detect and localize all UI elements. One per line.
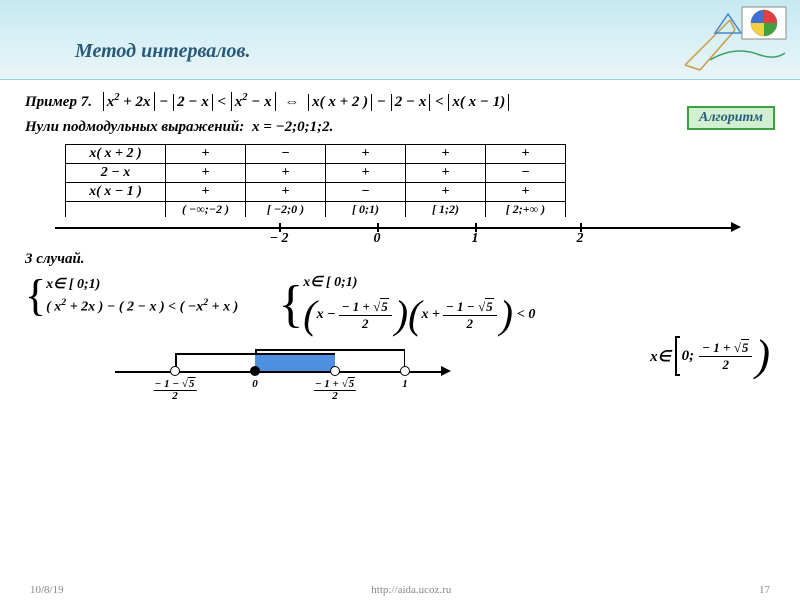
sys1-line2: ( x2 + 2x ) − ( 2 − x ) < ( −x2 + x ) bbox=[46, 297, 238, 316]
table-row: 2 − x + + + + − bbox=[66, 164, 566, 183]
fraction: − 1 + 5 2 bbox=[699, 340, 752, 373]
nl2-label: − 1 − 52 bbox=[154, 379, 197, 402]
paren-icon: ( bbox=[303, 295, 316, 335]
sys2-line2: ( x − − 1 + 5 2 ) ( x + − 1 − 5 2 ) < 0 bbox=[303, 295, 535, 335]
sign-table: x( x + 2 ) + − + + + 2 − x + + + + − x( … bbox=[65, 144, 566, 217]
system-2: { x∈ [ 0;1) ( x − − 1 + 5 2 ) ( x + − 1 … bbox=[278, 274, 535, 335]
nl-label: 2 bbox=[577, 231, 584, 247]
open-point bbox=[330, 366, 340, 376]
algorithm-button[interactable]: Алгоритм bbox=[687, 106, 775, 130]
number-line-1: − 2 0 1 2 bbox=[55, 215, 755, 245]
brace-icon: { bbox=[278, 279, 303, 331]
nl2-label: − 1 + 52 bbox=[314, 379, 356, 402]
open-point bbox=[400, 366, 410, 376]
abs-5: 2 − x bbox=[391, 94, 431, 111]
nl2-axis bbox=[115, 371, 445, 373]
table-row: x( x + 2 ) + − + + + bbox=[66, 145, 566, 164]
brace-icon: { bbox=[25, 274, 46, 318]
nl2-label: 0 bbox=[252, 379, 258, 390]
footer-page: 17 bbox=[759, 584, 770, 596]
closed-point bbox=[250, 366, 260, 376]
system-1: { x∈ [ 0;1) ( x2 + 2x ) − ( 2 − x ) < ( … bbox=[25, 274, 238, 318]
case-label: 3 случай. bbox=[25, 251, 775, 268]
sys1-line1: x∈ [ 0;1) bbox=[46, 276, 238, 293]
footer-date: 10/8/19 bbox=[30, 584, 64, 596]
footer-url: http://aida.ucoz.ru bbox=[371, 584, 451, 596]
arrow-icon bbox=[441, 366, 451, 376]
example-line: Пример 7. x2 + 2x − 2 − x < x2 − x ⇔ x( … bbox=[25, 92, 775, 111]
nl-label: 1 bbox=[472, 231, 479, 247]
nl-label: − 2 bbox=[270, 231, 289, 247]
nl2-label: 1 bbox=[402, 379, 408, 390]
abs-3: x2 − x bbox=[231, 92, 276, 111]
zeros-values: x = −2;0;1;2. bbox=[252, 119, 333, 135]
paren-icon: ) bbox=[395, 295, 408, 335]
answer-block: x∈ 0; − 1 + 5 2 ) bbox=[650, 336, 770, 376]
systems-row: { x∈ [ 0;1) ( x2 + 2x ) − ( 2 − x ) < ( … bbox=[25, 274, 775, 335]
paren-icon: ) bbox=[500, 295, 513, 335]
solution-fill bbox=[255, 355, 335, 371]
abs-1: x2 + 2x bbox=[103, 92, 155, 111]
content-area: Пример 7. x2 + 2x − 2 − x < x2 − x ⇔ x( … bbox=[0, 80, 800, 411]
table-row: x( x − 1 ) + + − + + bbox=[66, 183, 566, 202]
header-band: Метод интервалов. bbox=[0, 0, 800, 80]
footer: 10/8/19 http://aida.ucoz.ru 17 bbox=[0, 584, 800, 596]
abs-2: 2 − x bbox=[173, 94, 213, 111]
paren-icon: ( bbox=[408, 295, 421, 335]
abs-6: x( x − 1) bbox=[448, 94, 509, 111]
nl-label: 0 bbox=[374, 231, 381, 247]
example-label: Пример 7. bbox=[25, 94, 92, 110]
fraction: − 1 − 5 2 bbox=[443, 299, 497, 332]
paren-icon: ) bbox=[755, 336, 770, 376]
zeros-line: Нули подмодульных выражений: x = −2;0;1;… bbox=[25, 119, 775, 136]
open-point bbox=[170, 366, 180, 376]
bracket-icon bbox=[675, 336, 680, 376]
arrow-icon bbox=[731, 222, 741, 232]
abs-4: x( x + 2 ) bbox=[308, 94, 372, 111]
sys2-line1: x∈ [ 0;1) bbox=[303, 274, 535, 291]
zeros-label: Нули подмодульных выражений: bbox=[25, 119, 244, 135]
corner-decoration bbox=[680, 5, 790, 80]
page-title: Метод интервалов. bbox=[75, 40, 250, 63]
number-line-2: − 1 − 52 0 − 1 + 52 1 bbox=[115, 343, 455, 403]
fraction: − 1 + 5 2 bbox=[339, 299, 392, 332]
nl-axis bbox=[55, 227, 735, 229]
